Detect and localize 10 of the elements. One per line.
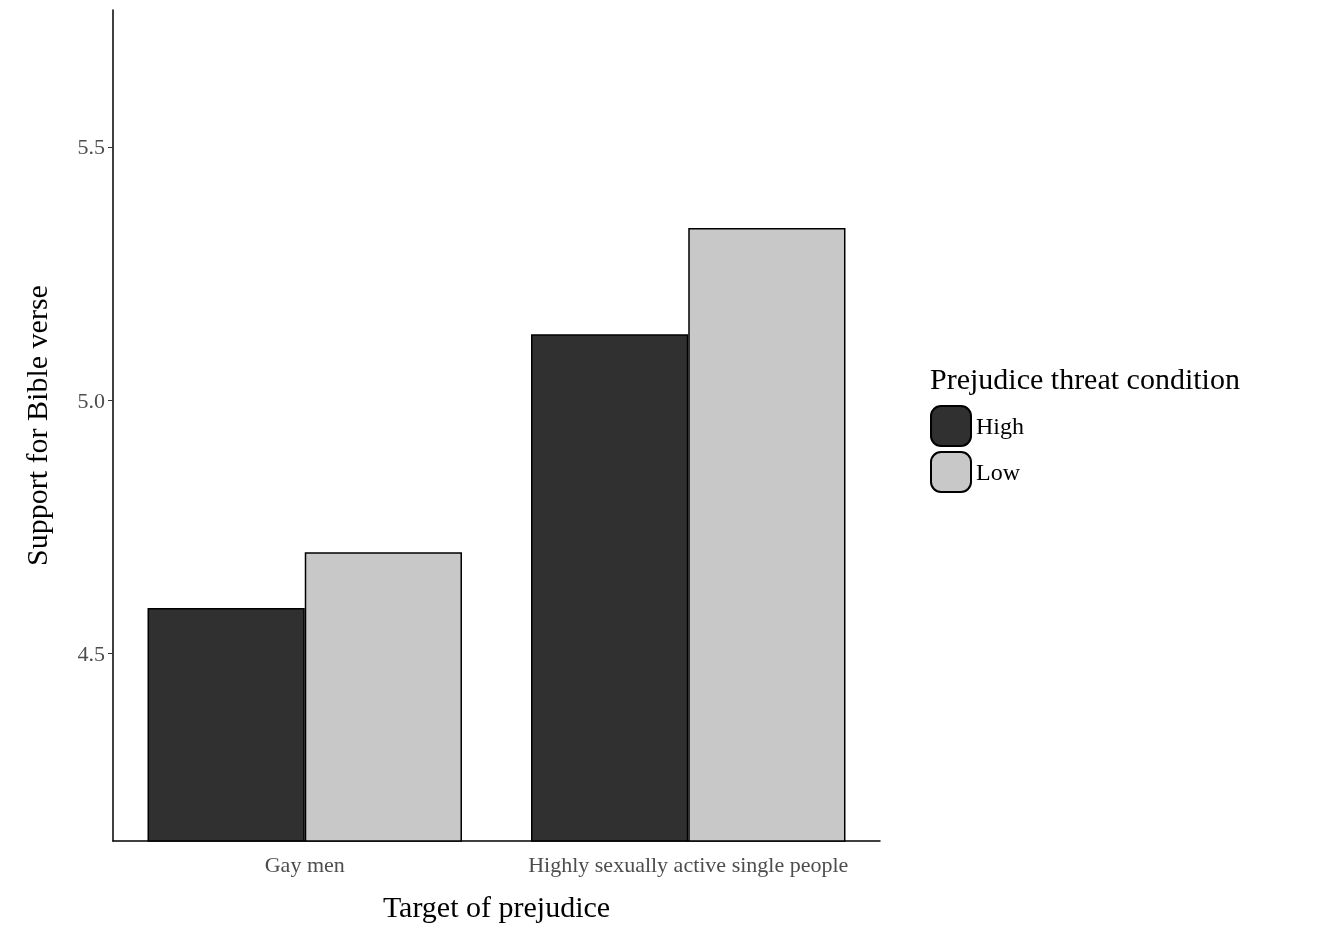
y-axis-title: Support for Bible verse: [19, 285, 53, 566]
y-tick-label: 4.5: [77, 641, 105, 667]
y-tick-label: 5.5: [77, 134, 105, 160]
x-tick-label: Gay men: [264, 851, 345, 877]
y-tick-label: 5.0: [77, 387, 105, 413]
legend-label: Low: [976, 459, 1021, 485]
x-axis-title: Target of prejudice: [382, 889, 611, 923]
x-tick-label: Highly sexually active single people: [528, 851, 849, 877]
legend-title: Prejudice threat condition: [930, 361, 1240, 395]
legend-label: High: [976, 413, 1024, 439]
